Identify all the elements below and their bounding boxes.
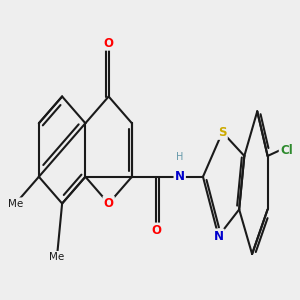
Text: N: N	[214, 230, 224, 243]
Text: S: S	[218, 126, 226, 139]
Text: O: O	[103, 197, 114, 210]
Text: O: O	[103, 37, 114, 50]
Text: Me: Me	[49, 252, 64, 262]
Text: Me: Me	[8, 199, 23, 208]
Text: O: O	[152, 224, 161, 237]
Text: H: H	[176, 152, 183, 162]
Text: Cl: Cl	[280, 143, 293, 157]
Text: N: N	[175, 170, 185, 183]
